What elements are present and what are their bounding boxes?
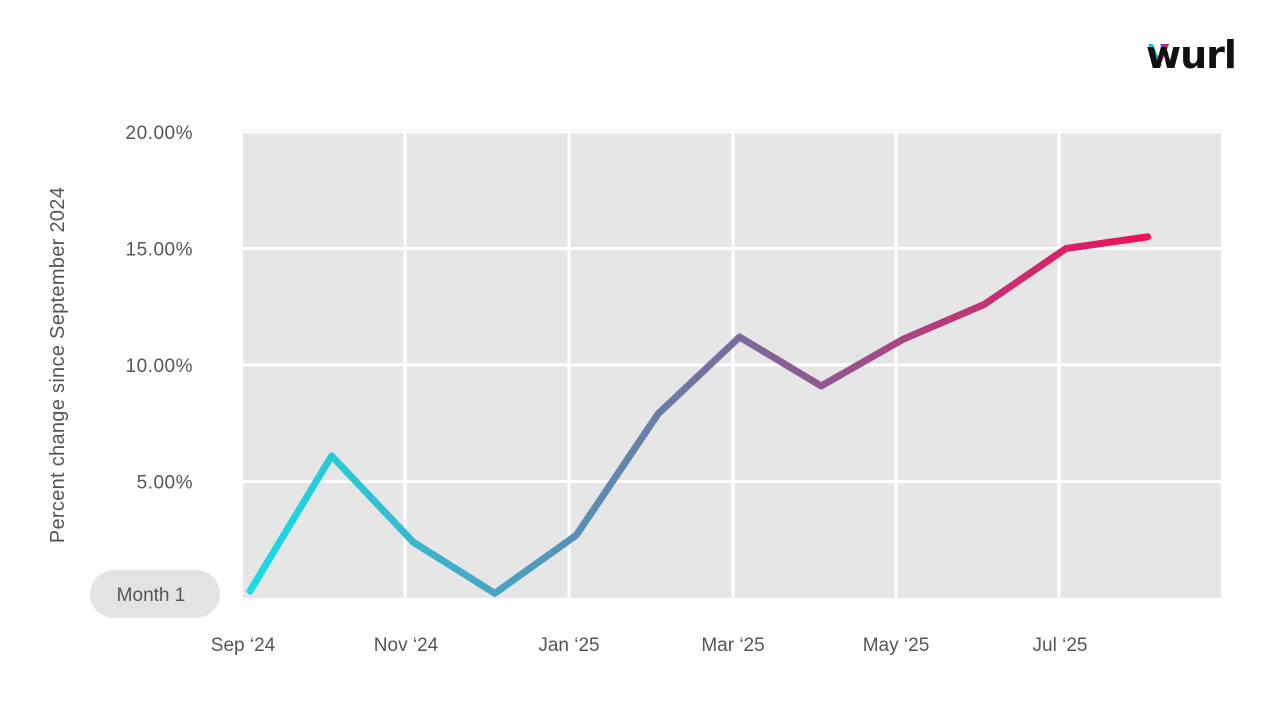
y-tick-label: 5.00% bbox=[137, 473, 193, 494]
y-axis-ticks: 20.00% 15.00% 10.00% 5.00% bbox=[126, 123, 193, 494]
gridlines bbox=[243, 130, 1221, 598]
x-tick-label: Mar ‘25 bbox=[701, 635, 764, 656]
logo-text: wurl bbox=[1146, 33, 1237, 77]
baseline-label: Month 1 bbox=[117, 585, 186, 606]
y-tick-label: 15.00% bbox=[126, 240, 193, 261]
baseline-badge: Month 1 bbox=[90, 570, 220, 618]
x-tick-label: Sep ‘24 bbox=[211, 635, 276, 656]
logo-mark bbox=[1148, 44, 1172, 66]
y-axis-label: Percent change since September 2024 bbox=[47, 187, 69, 543]
x-tick-label: Jan ‘25 bbox=[538, 635, 599, 656]
y-tick-label: 10.00% bbox=[126, 356, 193, 377]
x-tick-label: Nov ‘24 bbox=[374, 635, 439, 656]
x-axis-ticks: Sep ‘24 Nov ‘24 Jan ‘25 Mar ‘25 May ‘25 Jul ‘… bbox=[211, 635, 1088, 656]
x-tick-label: May ‘25 bbox=[863, 635, 930, 656]
series-line bbox=[246, 233, 1152, 597]
y-tick-label: 20.00% bbox=[126, 123, 193, 144]
wurl-logo: wurl bbox=[1146, 30, 1237, 77]
x-tick-label: Jul ‘25 bbox=[1033, 635, 1088, 656]
